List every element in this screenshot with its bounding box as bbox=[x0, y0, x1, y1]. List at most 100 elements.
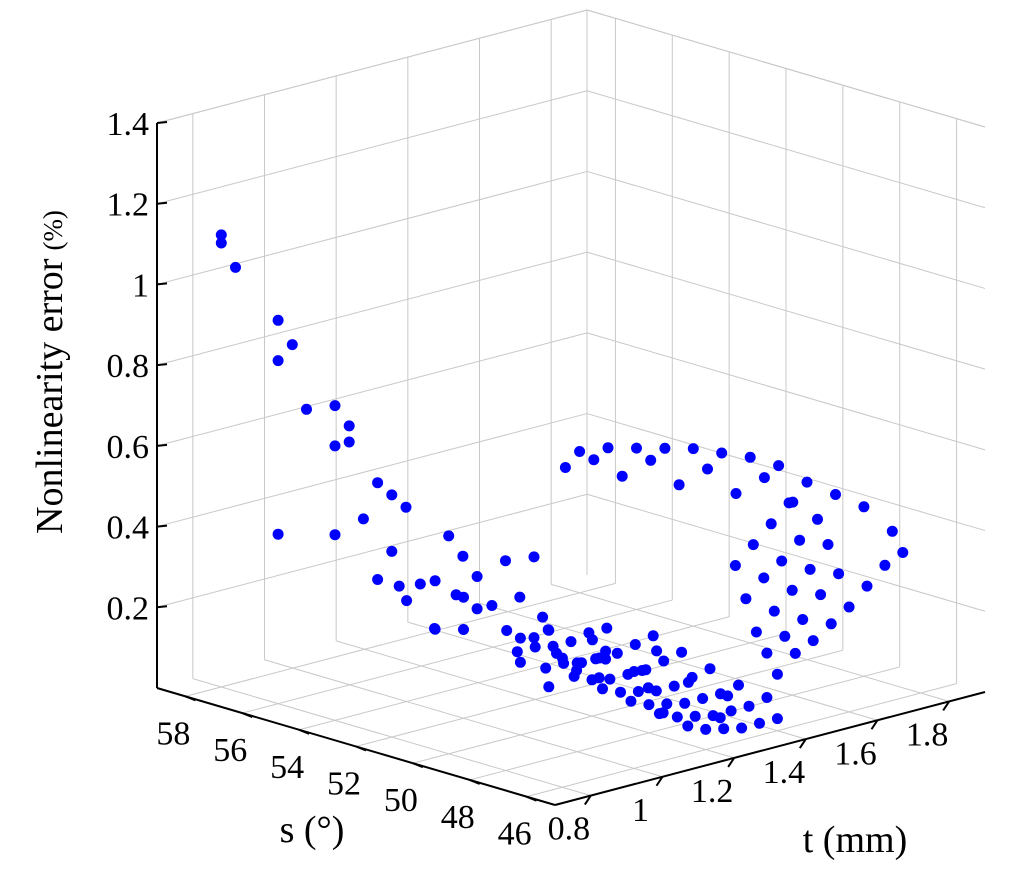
scatter-point bbox=[704, 663, 716, 675]
scatter-point bbox=[736, 722, 748, 734]
scatter-point bbox=[743, 700, 755, 712]
scatter-point bbox=[733, 679, 744, 691]
scatter-point bbox=[761, 692, 773, 703]
floor-grid-line-s bbox=[185, 582, 616, 697]
scatter-point bbox=[537, 611, 549, 623]
scatter-point bbox=[629, 639, 641, 650]
x-tick-mark bbox=[727, 757, 735, 768]
scatter-point bbox=[615, 686, 626, 698]
scatter-point bbox=[601, 622, 613, 634]
scatter-point bbox=[794, 534, 806, 546]
scatter-point bbox=[768, 605, 780, 617]
scatter-point bbox=[676, 646, 688, 658]
wall-grid-line-z bbox=[156, 251, 588, 366]
z-tick-label: 0.2 bbox=[107, 590, 150, 627]
wall-grid-line-z bbox=[586, 251, 986, 370]
y-tick-mark bbox=[185, 695, 196, 702]
wall-grid-line-z bbox=[586, 170, 986, 289]
wall-grid-line-z bbox=[586, 332, 986, 451]
y-tick-label: 56 bbox=[213, 732, 247, 769]
scatter-point bbox=[636, 665, 648, 676]
scatter-point bbox=[558, 657, 570, 669]
scatter-point bbox=[230, 261, 241, 273]
floor-grid-line-s bbox=[355, 633, 787, 747]
z-axis-label-unit: (%) bbox=[38, 210, 68, 250]
wall-edge-top bbox=[586, 9, 986, 128]
scatter-point bbox=[722, 690, 734, 702]
scatter-point bbox=[750, 626, 762, 638]
scatter-point bbox=[528, 551, 540, 563]
z-tick-mark bbox=[156, 443, 168, 447]
z-tick-mark bbox=[156, 282, 168, 286]
x-tick-label: 1.8 bbox=[906, 716, 949, 753]
scatter-point bbox=[443, 530, 455, 542]
scatter-point bbox=[729, 560, 741, 571]
scatter-point bbox=[758, 472, 770, 484]
scatter-point bbox=[329, 529, 341, 541]
scatter-point bbox=[761, 647, 773, 659]
z-tick-label: 0.4 bbox=[107, 510, 150, 547]
z-tick-mark bbox=[156, 524, 168, 528]
scatter-point bbox=[574, 446, 586, 457]
wall-grid-line-z bbox=[156, 493, 588, 608]
scatter-point bbox=[329, 440, 341, 452]
scatter-point bbox=[804, 563, 816, 575]
scatter-point bbox=[588, 454, 600, 466]
scatter-point bbox=[897, 547, 909, 558]
scatter-point bbox=[576, 657, 587, 669]
scatter-point bbox=[754, 717, 765, 729]
wall-grid-line-z bbox=[586, 90, 986, 209]
scatter-point bbox=[714, 712, 726, 724]
y-tick-label: 58 bbox=[156, 715, 190, 752]
scatter-point bbox=[372, 477, 384, 489]
scatter-point bbox=[543, 681, 555, 693]
scatter-point bbox=[843, 601, 855, 613]
x-tick-label: 1 bbox=[632, 792, 649, 829]
point-layer bbox=[215, 229, 909, 735]
z-tick-label: 0.6 bbox=[107, 429, 150, 466]
scatter-point bbox=[215, 237, 227, 249]
scatter-point bbox=[632, 686, 644, 697]
scatter-point bbox=[801, 476, 813, 488]
z-axis-label: Nonlinearity error (%) bbox=[29, 210, 71, 534]
scatter-point bbox=[697, 693, 709, 704]
scatter-point bbox=[540, 662, 552, 674]
scatter-point bbox=[776, 555, 788, 567]
scatter-point bbox=[500, 555, 511, 567]
scatter-point bbox=[725, 705, 737, 717]
z-axis-label-main: Nonlinearity error bbox=[29, 258, 71, 534]
scatter-point bbox=[668, 680, 680, 692]
x-tick-label: 1.2 bbox=[691, 773, 734, 810]
scatter-point bbox=[429, 623, 441, 635]
scatter-point bbox=[343, 436, 355, 448]
scatter-point bbox=[645, 454, 657, 466]
z-tick-mark bbox=[156, 201, 168, 205]
scatter-point bbox=[611, 647, 623, 659]
scatter-point bbox=[673, 479, 685, 491]
scatter-point bbox=[771, 668, 783, 680]
scatter-point bbox=[740, 593, 752, 605]
scatter-point bbox=[700, 723, 712, 735]
scatter-point bbox=[643, 699, 655, 711]
z-tick-label: 1.4 bbox=[107, 106, 150, 143]
wall-grid-line-z bbox=[156, 332, 588, 447]
x-tick-mark bbox=[655, 776, 664, 787]
y-tick-mark bbox=[241, 712, 253, 718]
scatter-point bbox=[682, 720, 694, 732]
scatter-point bbox=[687, 443, 699, 455]
scatter-point bbox=[471, 571, 483, 582]
scatter-point bbox=[511, 646, 523, 658]
x-tick-mark bbox=[584, 795, 592, 806]
x-tick-mark bbox=[942, 700, 950, 711]
scatter-point bbox=[272, 355, 284, 367]
scatter-point bbox=[429, 575, 441, 587]
scatter-point bbox=[514, 591, 526, 603]
scatter-point bbox=[602, 442, 614, 454]
y-tick-mark bbox=[412, 762, 424, 769]
y-tick-label: 52 bbox=[327, 766, 361, 803]
scatter-point bbox=[401, 595, 413, 607]
scatter-point bbox=[625, 695, 637, 707]
z-tick-mark bbox=[156, 121, 168, 124]
y-axis-label: s (°) bbox=[280, 809, 345, 851]
scatter-point bbox=[559, 462, 571, 473]
